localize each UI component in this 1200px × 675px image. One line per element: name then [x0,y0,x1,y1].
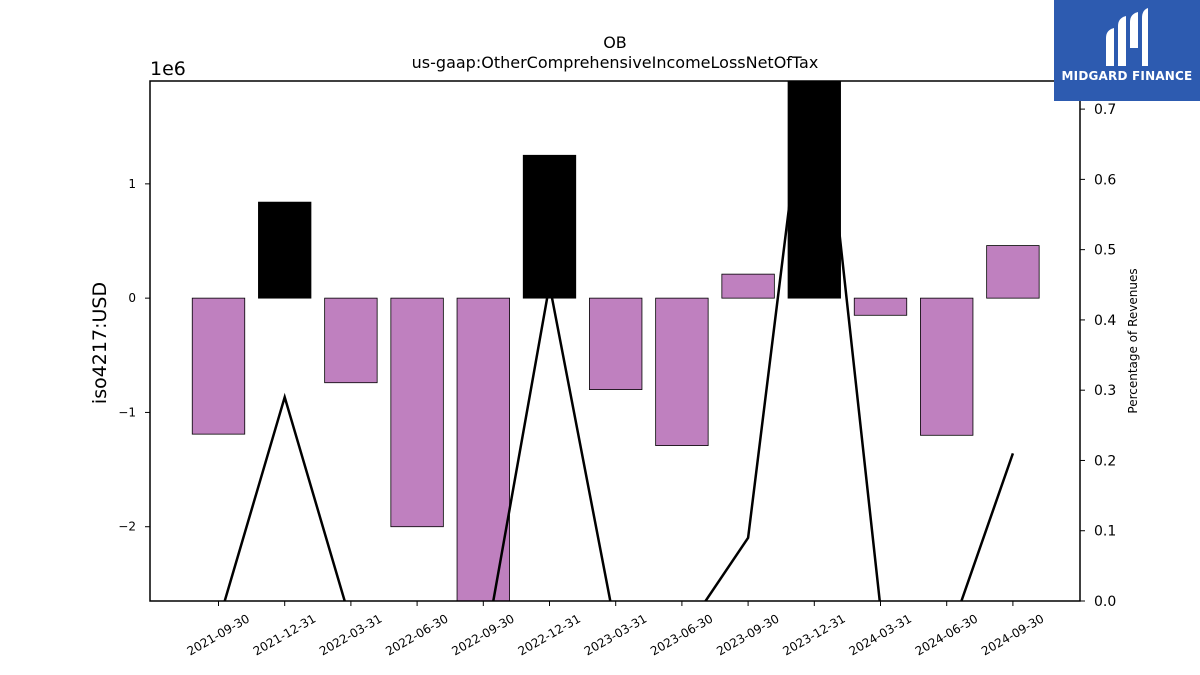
bar-2023-09-30 [721,273,775,299]
y2-axis-label: Percentage of Revenues [1126,268,1140,413]
x-tick-label: 2022-12-31 [516,611,583,658]
bar-2022-12-31 [522,154,577,299]
y-axis-ticks: −2 −1 0 1 [118,177,150,534]
y2-tick-label: 0.3 [1094,383,1116,399]
y2-tick-label: 0.4 [1094,313,1116,329]
bar-2023-06-30 [655,297,709,446]
bar-2024-06-30 [920,297,974,436]
x-tick-label: 2024-09-30 [979,611,1046,658]
y2-tick-label: 0.7 [1094,102,1116,118]
y2-tick-label: 0.2 [1094,453,1116,469]
x-tick-label: 2023-03-31 [582,611,649,658]
logo-mark-icon [1106,8,1148,66]
x-tick-label: 2021-12-31 [251,611,318,658]
y-tick-label: −2 [118,520,136,534]
x-tick-label: 2021-09-30 [185,611,252,658]
brand-logo: MIDGARD FINANCE [1054,0,1200,101]
bars-layer [191,81,1040,601]
x-tick-label: 2024-06-30 [913,611,980,658]
y-axis-multiplier: 1e6 [150,58,186,80]
y2-tick-label: 0.6 [1094,172,1116,188]
bar-2022-06-30 [390,297,444,528]
x-tick-label: 2022-03-31 [317,611,384,658]
logo-text: MIDGARD FINANCE [1061,69,1193,83]
x-tick-label: 2022-09-30 [449,611,516,658]
bar-2024-09-30 [986,245,1040,299]
x-tick-label: 2023-06-30 [648,611,715,658]
bar-2021-09-30 [191,297,246,435]
x-axis-ticks: 2021-09-302021-12-312022-03-312022-06-30… [185,601,1046,658]
y2-axis-ticks: 0.0 0.1 0.2 0.3 0.4 0.5 0.6 0.7 [1080,102,1116,610]
y-tick-label: 1 [128,177,136,191]
bar-2024-03-31 [853,297,908,316]
chart-title: OB [603,33,627,52]
y-tick-label: 0 [128,291,136,305]
y2-tick-label: 0.0 [1094,594,1116,610]
y-tick-label: −1 [118,405,136,419]
chart-subtitle: us-gaap:OtherComprehensiveIncomeLossNetO… [412,53,819,72]
bar-2023-12-31 [787,81,841,299]
plot-frame [149,80,1081,602]
bar-2022-03-31 [324,297,378,384]
bar-2021-12-31 [258,201,312,299]
y2-tick-label: 0.5 [1094,243,1116,259]
y2-tick-label: 0.1 [1094,524,1116,540]
x-tick-label: 2023-09-30 [714,611,781,658]
x-tick-label: 2023-12-31 [780,611,847,658]
bar-2023-03-31 [589,297,643,390]
x-tick-label: 2022-06-30 [383,611,450,658]
x-tick-label: 2024-03-31 [847,611,914,658]
y-axis-label: iso4217:USD [89,282,111,404]
bar-2022-09-30 [456,297,510,601]
